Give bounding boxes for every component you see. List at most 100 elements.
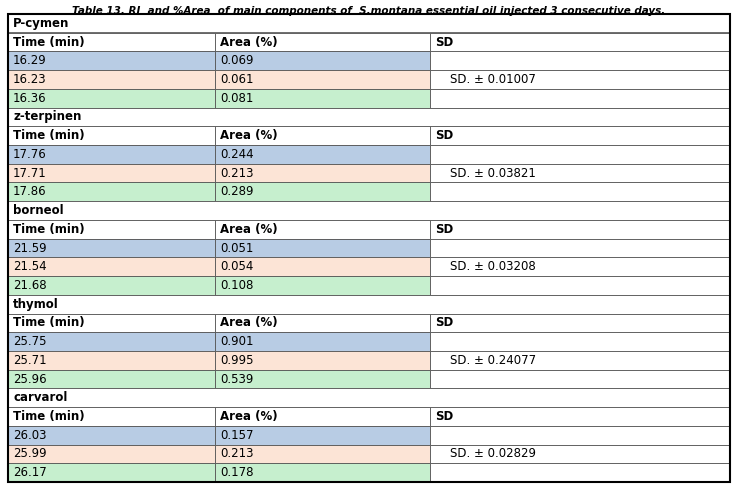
- Bar: [215, 426, 430, 445]
- Bar: [8, 426, 215, 445]
- Bar: [430, 407, 730, 426]
- Bar: [215, 370, 430, 388]
- Text: Time (min): Time (min): [13, 316, 85, 330]
- Text: Time (min): Time (min): [13, 410, 85, 423]
- Text: 0.995: 0.995: [220, 354, 253, 367]
- Bar: [215, 258, 430, 276]
- Bar: [430, 239, 730, 258]
- Text: 25.99: 25.99: [13, 448, 46, 460]
- Text: Area (%): Area (%): [220, 35, 277, 49]
- Text: 17.86: 17.86: [13, 185, 46, 198]
- Text: 0.213: 0.213: [220, 167, 253, 180]
- Bar: [215, 351, 430, 370]
- Bar: [215, 126, 430, 145]
- Bar: [215, 182, 430, 201]
- Text: SD: SD: [435, 35, 453, 49]
- Bar: [215, 33, 430, 52]
- Text: Time (min): Time (min): [13, 35, 85, 49]
- Bar: [8, 164, 215, 182]
- Bar: [215, 332, 430, 351]
- Bar: [215, 145, 430, 164]
- Bar: [430, 445, 730, 463]
- Bar: [430, 89, 730, 107]
- Text: 0.108: 0.108: [220, 279, 253, 292]
- Text: 0.081: 0.081: [220, 92, 253, 105]
- Bar: [430, 351, 730, 370]
- Text: 26.03: 26.03: [13, 429, 46, 442]
- Bar: [430, 164, 730, 182]
- Bar: [430, 332, 730, 351]
- Bar: [430, 463, 730, 482]
- Bar: [8, 258, 215, 276]
- Bar: [8, 145, 215, 164]
- Text: 25.96: 25.96: [13, 373, 46, 385]
- Bar: [8, 407, 215, 426]
- Bar: [8, 89, 215, 107]
- Text: Area (%): Area (%): [220, 129, 277, 142]
- Text: 0.051: 0.051: [220, 242, 253, 255]
- Bar: [430, 52, 730, 70]
- Text: carvarol: carvarol: [13, 391, 67, 404]
- Bar: [215, 70, 430, 89]
- Bar: [430, 313, 730, 332]
- Text: Area (%): Area (%): [220, 223, 277, 236]
- Bar: [8, 239, 215, 258]
- Bar: [215, 164, 430, 182]
- Bar: [8, 295, 730, 313]
- Bar: [215, 463, 430, 482]
- Text: 0.539: 0.539: [220, 373, 253, 385]
- Bar: [8, 14, 730, 33]
- Text: P-cymen: P-cymen: [13, 17, 69, 30]
- Text: z-terpinen: z-terpinen: [13, 110, 81, 123]
- Text: Table 13. RI  and %Area  of main components of  S.montana essential oil injected: Table 13. RI and %Area of main component…: [72, 6, 666, 16]
- Bar: [430, 145, 730, 164]
- Text: 0.054: 0.054: [220, 260, 253, 273]
- Bar: [8, 445, 215, 463]
- Text: 0.244: 0.244: [220, 148, 254, 161]
- Bar: [8, 388, 730, 407]
- Text: Time (min): Time (min): [13, 223, 85, 236]
- Text: 17.71: 17.71: [13, 167, 46, 180]
- Bar: [8, 332, 215, 351]
- Text: 0.157: 0.157: [220, 429, 253, 442]
- Bar: [430, 70, 730, 89]
- Text: 25.75: 25.75: [13, 335, 46, 348]
- Text: 16.36: 16.36: [13, 92, 46, 105]
- Text: 25.71: 25.71: [13, 354, 46, 367]
- Text: Area (%): Area (%): [220, 410, 277, 423]
- Bar: [8, 276, 215, 295]
- Text: 21.54: 21.54: [13, 260, 46, 273]
- Bar: [215, 239, 430, 258]
- Text: SD: SD: [435, 316, 453, 330]
- Text: SD. ± 0.24077: SD. ± 0.24077: [450, 354, 536, 367]
- Text: SD. ± 0.02829: SD. ± 0.02829: [450, 448, 536, 460]
- Text: 0.213: 0.213: [220, 448, 253, 460]
- Text: SD: SD: [435, 223, 453, 236]
- Bar: [215, 276, 430, 295]
- Bar: [8, 70, 215, 89]
- Bar: [215, 52, 430, 70]
- Bar: [430, 33, 730, 52]
- Bar: [8, 182, 215, 201]
- Text: 21.68: 21.68: [13, 279, 46, 292]
- Text: Time (min): Time (min): [13, 129, 85, 142]
- Bar: [8, 351, 215, 370]
- Bar: [8, 463, 215, 482]
- Bar: [8, 313, 215, 332]
- Text: 16.29: 16.29: [13, 54, 46, 67]
- Text: thymol: thymol: [13, 297, 59, 311]
- Bar: [215, 220, 430, 239]
- Bar: [8, 126, 215, 145]
- Text: 26.17: 26.17: [13, 466, 46, 479]
- Text: SD: SD: [435, 410, 453, 423]
- Bar: [8, 33, 215, 52]
- Bar: [215, 313, 430, 332]
- Bar: [430, 426, 730, 445]
- Text: 16.23: 16.23: [13, 73, 46, 86]
- Bar: [430, 220, 730, 239]
- Text: 0.178: 0.178: [220, 466, 253, 479]
- Text: SD: SD: [435, 129, 453, 142]
- Bar: [430, 370, 730, 388]
- Text: 21.59: 21.59: [13, 242, 46, 255]
- Bar: [8, 201, 730, 220]
